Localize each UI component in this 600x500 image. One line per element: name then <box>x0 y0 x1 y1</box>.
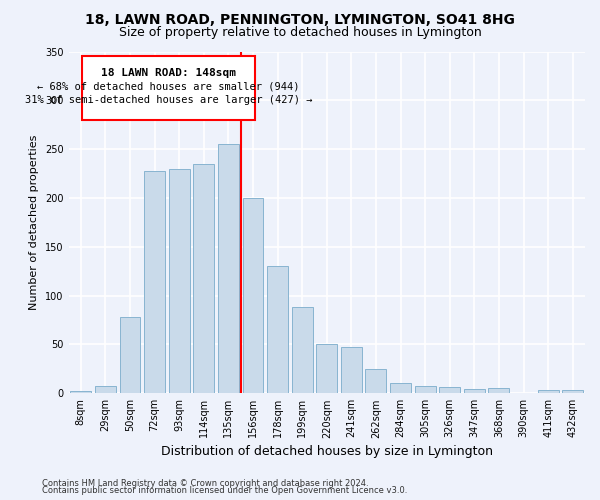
Y-axis label: Number of detached properties: Number of detached properties <box>29 134 40 310</box>
Text: 18, LAWN ROAD, PENNINGTON, LYMINGTON, SO41 8HG: 18, LAWN ROAD, PENNINGTON, LYMINGTON, SO… <box>85 12 515 26</box>
Text: Contains HM Land Registry data © Crown copyright and database right 2024.: Contains HM Land Registry data © Crown c… <box>42 478 368 488</box>
Bar <box>415 386 436 394</box>
Bar <box>95 386 116 394</box>
Text: 31% of semi-detached houses are larger (427) →: 31% of semi-detached houses are larger (… <box>25 96 313 106</box>
Bar <box>365 369 386 394</box>
Bar <box>267 266 288 394</box>
Text: ← 68% of detached houses are smaller (944): ← 68% of detached houses are smaller (94… <box>37 82 300 92</box>
Bar <box>390 382 411 394</box>
FancyBboxPatch shape <box>82 56 256 120</box>
Bar <box>242 198 263 394</box>
Text: Size of property relative to detached houses in Lymington: Size of property relative to detached ho… <box>119 26 481 39</box>
Bar <box>193 164 214 394</box>
Bar <box>439 388 460 394</box>
Bar <box>341 348 362 394</box>
Bar <box>70 392 91 394</box>
Bar <box>119 317 140 394</box>
Text: 18 LAWN ROAD: 148sqm: 18 LAWN ROAD: 148sqm <box>101 68 236 78</box>
Bar <box>538 390 559 394</box>
Bar <box>464 390 485 394</box>
Bar <box>169 168 190 394</box>
Bar <box>218 144 239 394</box>
Bar <box>562 390 583 394</box>
X-axis label: Distribution of detached houses by size in Lymington: Distribution of detached houses by size … <box>161 444 493 458</box>
Bar <box>292 308 313 394</box>
Bar <box>316 344 337 394</box>
Bar <box>488 388 509 394</box>
Bar <box>144 170 165 394</box>
Text: Contains public sector information licensed under the Open Government Licence v3: Contains public sector information licen… <box>42 486 407 495</box>
